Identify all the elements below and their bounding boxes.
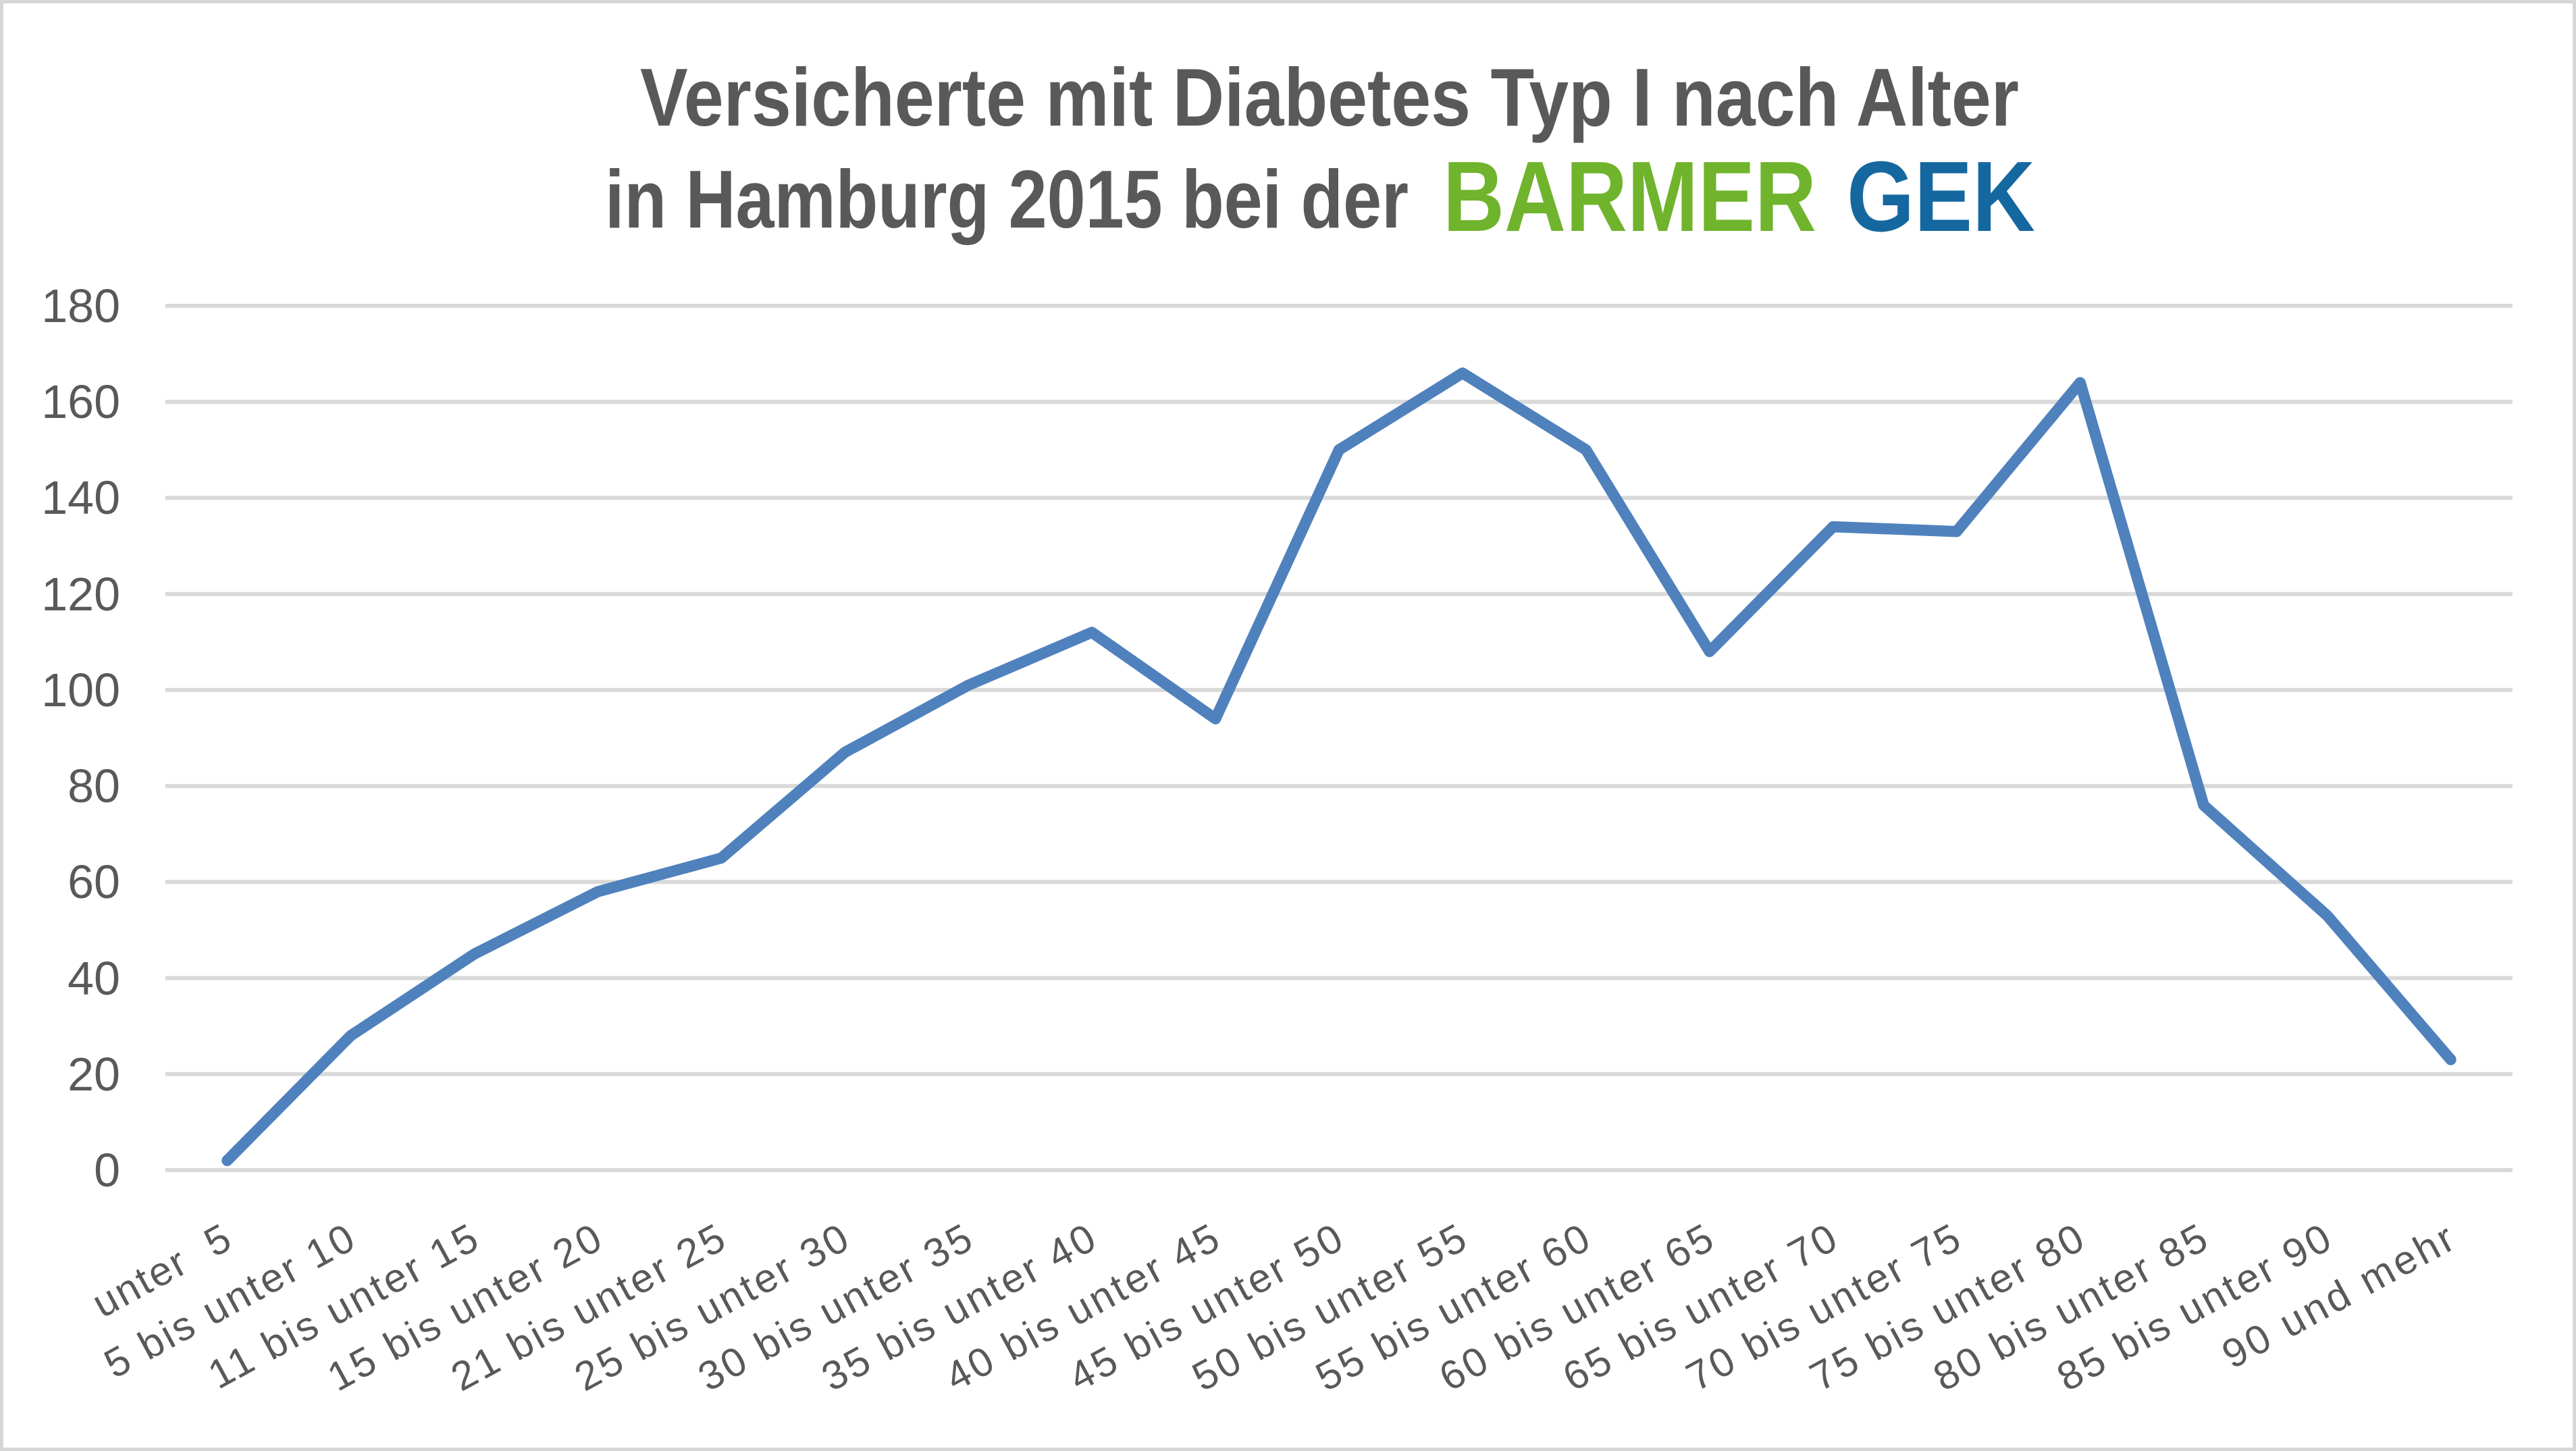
svg-text:100: 100 (41, 664, 120, 716)
svg-text:in Hamburg 2015 bei der: in Hamburg 2015 bei der (605, 153, 1409, 245)
svg-text:Versicherte mit Diabetes Typ I: Versicherte mit Diabetes Typ I nach Alte… (640, 51, 2019, 143)
svg-text:120: 120 (41, 568, 120, 621)
svg-text:BARMER: BARMER (1443, 141, 1816, 253)
svg-text:GEK: GEK (1847, 141, 2035, 253)
svg-text:80: 80 (68, 760, 120, 812)
svg-text:0: 0 (94, 1144, 120, 1196)
svg-text:140: 140 (41, 471, 120, 524)
svg-text:40: 40 (68, 952, 120, 1005)
svg-text:20: 20 (68, 1048, 120, 1101)
svg-text:60: 60 (68, 855, 120, 908)
svg-text:160: 160 (41, 375, 120, 428)
svg-text:180: 180 (41, 280, 120, 332)
